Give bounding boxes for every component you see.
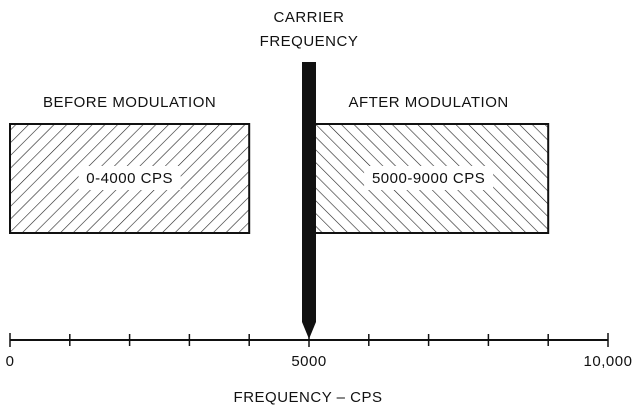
tick-label: 0 <box>6 353 15 370</box>
axis-label: FREQUENCY – CPS <box>234 389 383 406</box>
carrier-bar <box>302 62 316 339</box>
band-label: 5000-9000 CPS <box>372 170 485 187</box>
title-line: FREQUENCY <box>260 33 359 50</box>
band-label-bg <box>364 166 494 190</box>
band-heading: BEFORE MODULATION <box>43 94 216 111</box>
tick-label: 10,000 <box>584 353 633 370</box>
band-label: 0-4000 CPS <box>86 170 173 187</box>
band-heading: AFTER MODULATION <box>348 94 508 111</box>
title-line: CARRIER <box>273 9 344 26</box>
band-label-bg <box>78 166 181 190</box>
tick-label: 5000 <box>291 353 326 370</box>
